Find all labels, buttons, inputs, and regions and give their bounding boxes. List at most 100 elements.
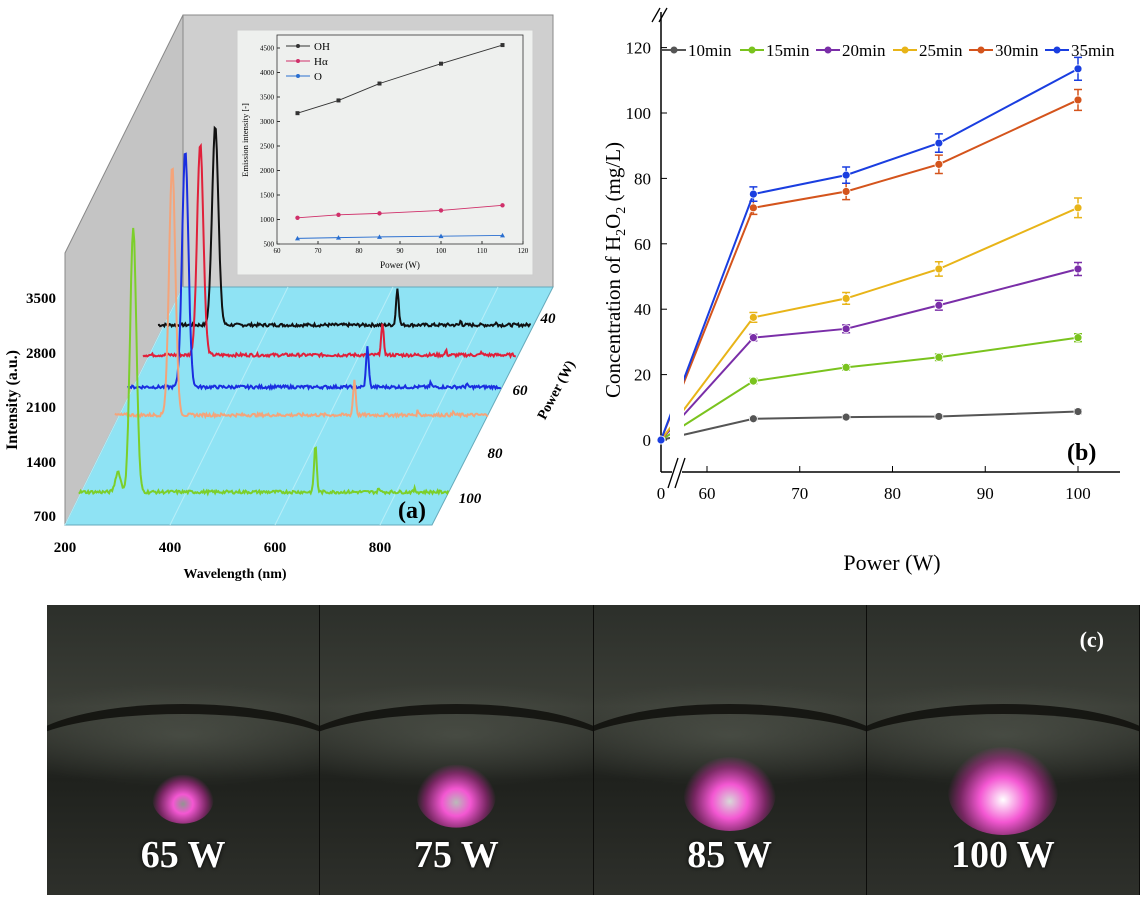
b-y-tick-label: 0 xyxy=(643,431,652,450)
panel-a-label: (a) xyxy=(398,498,426,524)
inset-background xyxy=(236,29,534,276)
b-y-tick-label: 20 xyxy=(634,366,651,385)
a-y-tick-label: 1400 xyxy=(26,455,56,471)
b-x-tick-label: 0 xyxy=(657,484,666,503)
x-axis-break-mark xyxy=(667,457,686,489)
legend-label: 15min xyxy=(766,41,810,60)
panel-b-label: (b) xyxy=(1067,440,1096,466)
data-point xyxy=(841,363,851,372)
data-point xyxy=(841,294,851,303)
inset-legend-label: Hα xyxy=(314,56,328,68)
inset-legend-marker xyxy=(296,44,300,48)
plasma-photo: 100 W xyxy=(866,605,1140,895)
series-line xyxy=(660,410,1079,441)
a-z-axis-label: Power (W) xyxy=(535,358,579,422)
inset-marker xyxy=(438,208,444,213)
inset-marker xyxy=(438,233,444,239)
b-y-axis-label: Concentration of H2O2 (mg/L) xyxy=(601,142,629,398)
legend-marker xyxy=(901,46,909,54)
inset-marker xyxy=(500,43,505,48)
legend-marker xyxy=(748,46,756,54)
data-point xyxy=(1073,333,1083,343)
panel-c-photo-strip: 65 W 75 W 85 W 100 W (c) xyxy=(47,605,1140,895)
plasma-photo: 85 W xyxy=(593,605,867,895)
inset-marker xyxy=(500,232,505,238)
inset-y-tick-label: 4500 xyxy=(260,45,275,53)
inset-legend-label: O xyxy=(314,71,322,83)
photo-power-label: 85 W xyxy=(687,834,773,876)
data-point xyxy=(748,414,758,424)
a-z-tick-label: 80 xyxy=(488,446,504,462)
inset-y-tick-label: 1500 xyxy=(260,192,275,200)
b-y-tick-label: 120 xyxy=(626,39,652,58)
series-line xyxy=(660,67,1079,441)
data-point xyxy=(841,412,851,422)
a-z-tick-label: 60 xyxy=(513,383,529,399)
inset-x-tick-label: 100 xyxy=(436,247,447,255)
panel-c-label: (c) xyxy=(1079,627,1104,652)
series-line xyxy=(660,99,1079,441)
plasma-photo: 65 W xyxy=(47,605,321,895)
b-y-tick-label: 80 xyxy=(634,169,651,188)
a-x-tick-label: 400 xyxy=(159,540,182,556)
inset-y-tick-label: 4000 xyxy=(260,69,275,77)
b-x-tick-label: 70 xyxy=(791,484,808,503)
axis-break-gap xyxy=(672,466,682,478)
inset-marker xyxy=(336,235,341,240)
data-point xyxy=(934,138,944,148)
photo-power-label: 75 W xyxy=(413,834,499,876)
inset-marker xyxy=(377,234,382,239)
data-point xyxy=(748,189,758,199)
spectrum-line xyxy=(114,167,489,420)
a-y-tick-label: 700 xyxy=(34,509,57,525)
b-y-tick-label: 40 xyxy=(634,300,651,319)
data-point xyxy=(841,170,851,180)
inset-x-tick-label: 120 xyxy=(518,247,529,255)
data-point xyxy=(934,264,944,274)
a-y-tick-label: 2800 xyxy=(26,346,56,362)
legend-label: 20min xyxy=(842,41,886,60)
inset-x-tick-label: 110 xyxy=(477,247,488,255)
inset-marker xyxy=(500,203,505,208)
plasma-photo: 75 W xyxy=(320,605,594,895)
inset-y-tick-label: 1000 xyxy=(260,216,275,224)
inset-marker xyxy=(295,215,300,220)
inset-marker xyxy=(295,111,300,116)
inset-legend-label: OH xyxy=(314,41,330,53)
legend-marker xyxy=(670,46,678,54)
a-z-tick-label: 40 xyxy=(540,311,557,327)
b-x-tick-label: 100 xyxy=(1065,484,1091,503)
a-x-tick-label: 800 xyxy=(369,540,392,556)
inset-marker xyxy=(439,61,443,66)
b-x-tick-label: 80 xyxy=(884,484,901,503)
data-point xyxy=(1073,264,1083,274)
spectrum-line xyxy=(78,227,450,497)
inset-marker xyxy=(377,211,382,216)
legend-label: 25min xyxy=(919,41,963,60)
spectrum-line xyxy=(142,142,517,360)
data-point xyxy=(934,300,944,310)
inset-x-tick-label: 90 xyxy=(397,247,405,255)
inset-y-tick-label: 2000 xyxy=(260,167,275,175)
inset-marker xyxy=(336,212,341,218)
data-point xyxy=(656,435,666,445)
data-point xyxy=(1073,407,1083,416)
a-x-tick-label: 200 xyxy=(54,540,77,556)
data-point xyxy=(748,312,758,322)
data-point xyxy=(748,333,758,343)
inset-y-tick-label: 3000 xyxy=(260,118,275,126)
inset-marker xyxy=(295,235,300,241)
inset-x-tick-label: 80 xyxy=(356,247,364,255)
spectrum-line xyxy=(127,152,502,391)
inset-marker xyxy=(377,81,382,86)
a-z-tick-label: 100 xyxy=(459,491,482,507)
b-x-tick-label: 90 xyxy=(977,484,994,503)
data-point xyxy=(748,203,758,213)
a-y-tick-label: 2100 xyxy=(26,400,56,416)
inset-x-axis-label: Power (W) xyxy=(380,260,420,270)
data-point xyxy=(748,376,758,386)
legend-marker xyxy=(977,46,985,54)
photo-power-label: 100 W xyxy=(950,834,1055,876)
data-point xyxy=(841,187,851,196)
a-x-tick-label: 600 xyxy=(264,540,287,556)
